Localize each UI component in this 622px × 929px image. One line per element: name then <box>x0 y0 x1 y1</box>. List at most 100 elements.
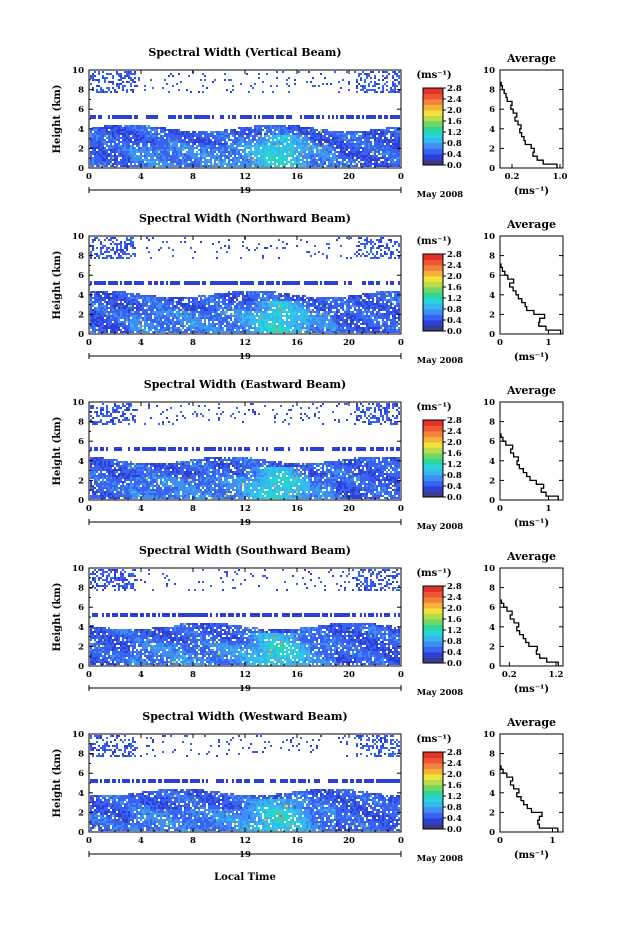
heatmap-cell <box>238 151 240 153</box>
heatmap-cell <box>146 163 148 165</box>
heatmap-cell <box>200 133 202 135</box>
heatmap-cell <box>254 159 256 161</box>
heatmap-cell <box>164 141 166 143</box>
heatmap-cell <box>290 153 292 155</box>
heatmap-cell <box>286 141 288 143</box>
heatmap-cell <box>178 139 180 141</box>
heatmap-cell <box>194 147 196 149</box>
heatmap-cell <box>238 127 240 129</box>
heatmap-cell <box>104 141 106 143</box>
heatmap-cell <box>196 137 198 139</box>
heatmap-cell <box>168 131 170 133</box>
heatmap-cell <box>176 155 178 157</box>
heatmap-cell <box>144 85 146 87</box>
heatmap-cell <box>120 153 122 155</box>
heatmap-cell <box>110 133 112 135</box>
heatmap-cell <box>236 163 238 165</box>
heatmap-cell <box>180 131 182 133</box>
heatmap-cell <box>104 129 106 131</box>
heatmap-cell <box>150 157 152 159</box>
heatmap-cell <box>96 157 98 159</box>
heatmap-cell <box>160 145 162 147</box>
heatmap-cell <box>142 149 144 151</box>
heatmap-cell <box>118 139 120 141</box>
heatmap-cell <box>130 157 132 159</box>
heatmap-cell <box>240 129 242 131</box>
heatmap-cell <box>100 87 102 89</box>
heatmap-cell <box>276 77 278 79</box>
heatmap-cell <box>168 143 170 145</box>
heatmap-cell <box>104 153 106 155</box>
heatmap-cell <box>232 159 234 161</box>
heatmap-cell <box>116 125 118 127</box>
heatmap-cell <box>112 125 114 127</box>
heatmap-cell <box>294 157 296 159</box>
heatmap-cell <box>186 133 188 135</box>
heatmap-cell <box>258 133 260 135</box>
heatmap-cell <box>254 145 256 147</box>
heatmap-cell <box>204 149 206 151</box>
heatmap-cell <box>260 157 262 159</box>
heatmap-cell <box>178 149 180 151</box>
heatmap-cell <box>242 145 244 147</box>
heatmap-cell <box>122 81 124 83</box>
heatmap-cell <box>106 91 108 93</box>
heatmap-cell <box>288 77 290 79</box>
heatmap-cell <box>270 117 272 119</box>
heatmap-cell <box>258 141 260 143</box>
heatmap-cell <box>214 155 216 157</box>
heatmap-cell <box>212 131 214 133</box>
heatmap-cell <box>158 141 160 143</box>
heatmap-cell <box>168 145 170 147</box>
heatmap-cell <box>254 129 256 131</box>
heatmap-cell <box>192 149 194 151</box>
heatmap-cell <box>146 115 148 117</box>
heatmap-cell <box>112 75 114 77</box>
heatmap-cell <box>210 147 212 149</box>
heatmap-cell <box>204 157 206 159</box>
heatmap-cell <box>132 151 134 153</box>
heatmap-cell <box>174 159 176 161</box>
heatmap-cell <box>180 153 182 155</box>
heatmap-cell <box>132 91 134 93</box>
heatmap-cell <box>164 133 166 135</box>
heatmap-cell <box>122 117 124 119</box>
heatmap-cell <box>130 151 132 153</box>
heatmap-cell <box>98 71 100 73</box>
heatmap-cell <box>90 141 92 143</box>
heatmap-cell <box>244 147 246 149</box>
heatmap-cell <box>254 149 256 151</box>
heatmap-cell <box>290 147 292 149</box>
heatmap-cell <box>118 149 120 151</box>
heatmap-cell <box>236 145 238 147</box>
heatmap-cell <box>148 155 150 157</box>
heatmap-cell <box>224 163 226 165</box>
heatmap-cell <box>94 159 96 161</box>
heatmap-cell <box>226 137 228 139</box>
heatmap-cell <box>146 159 148 161</box>
panel-1: Spectral Width (Vertical Beam)0246810Hei… <box>52 46 567 200</box>
heatmap-cell <box>104 163 106 165</box>
heatmap-cell <box>198 139 200 141</box>
heatmap-cell <box>170 129 172 131</box>
heatmap-cell <box>98 131 100 133</box>
heatmap-cell <box>128 129 130 131</box>
heatmap-cell <box>236 157 238 159</box>
heatmap-cell <box>178 153 180 155</box>
heatmap-cell <box>186 141 188 143</box>
heatmap-cell <box>276 135 278 137</box>
heatmap-cell <box>250 133 252 135</box>
heatmap-cell <box>138 127 140 129</box>
heatmap-cell <box>92 73 94 75</box>
heatmap-cell <box>172 149 174 151</box>
heatmap-cell <box>244 133 246 135</box>
heatmap-cell <box>120 151 122 153</box>
heatmap-cell <box>266 139 268 141</box>
heatmap-cell <box>192 145 194 147</box>
heatmap-cell <box>158 155 160 157</box>
heatmap-cell <box>114 161 116 163</box>
heatmap-cell <box>92 151 94 153</box>
heatmap-cell <box>278 129 280 131</box>
heatmap-cell <box>220 155 222 157</box>
heatmap-cell <box>120 149 122 151</box>
